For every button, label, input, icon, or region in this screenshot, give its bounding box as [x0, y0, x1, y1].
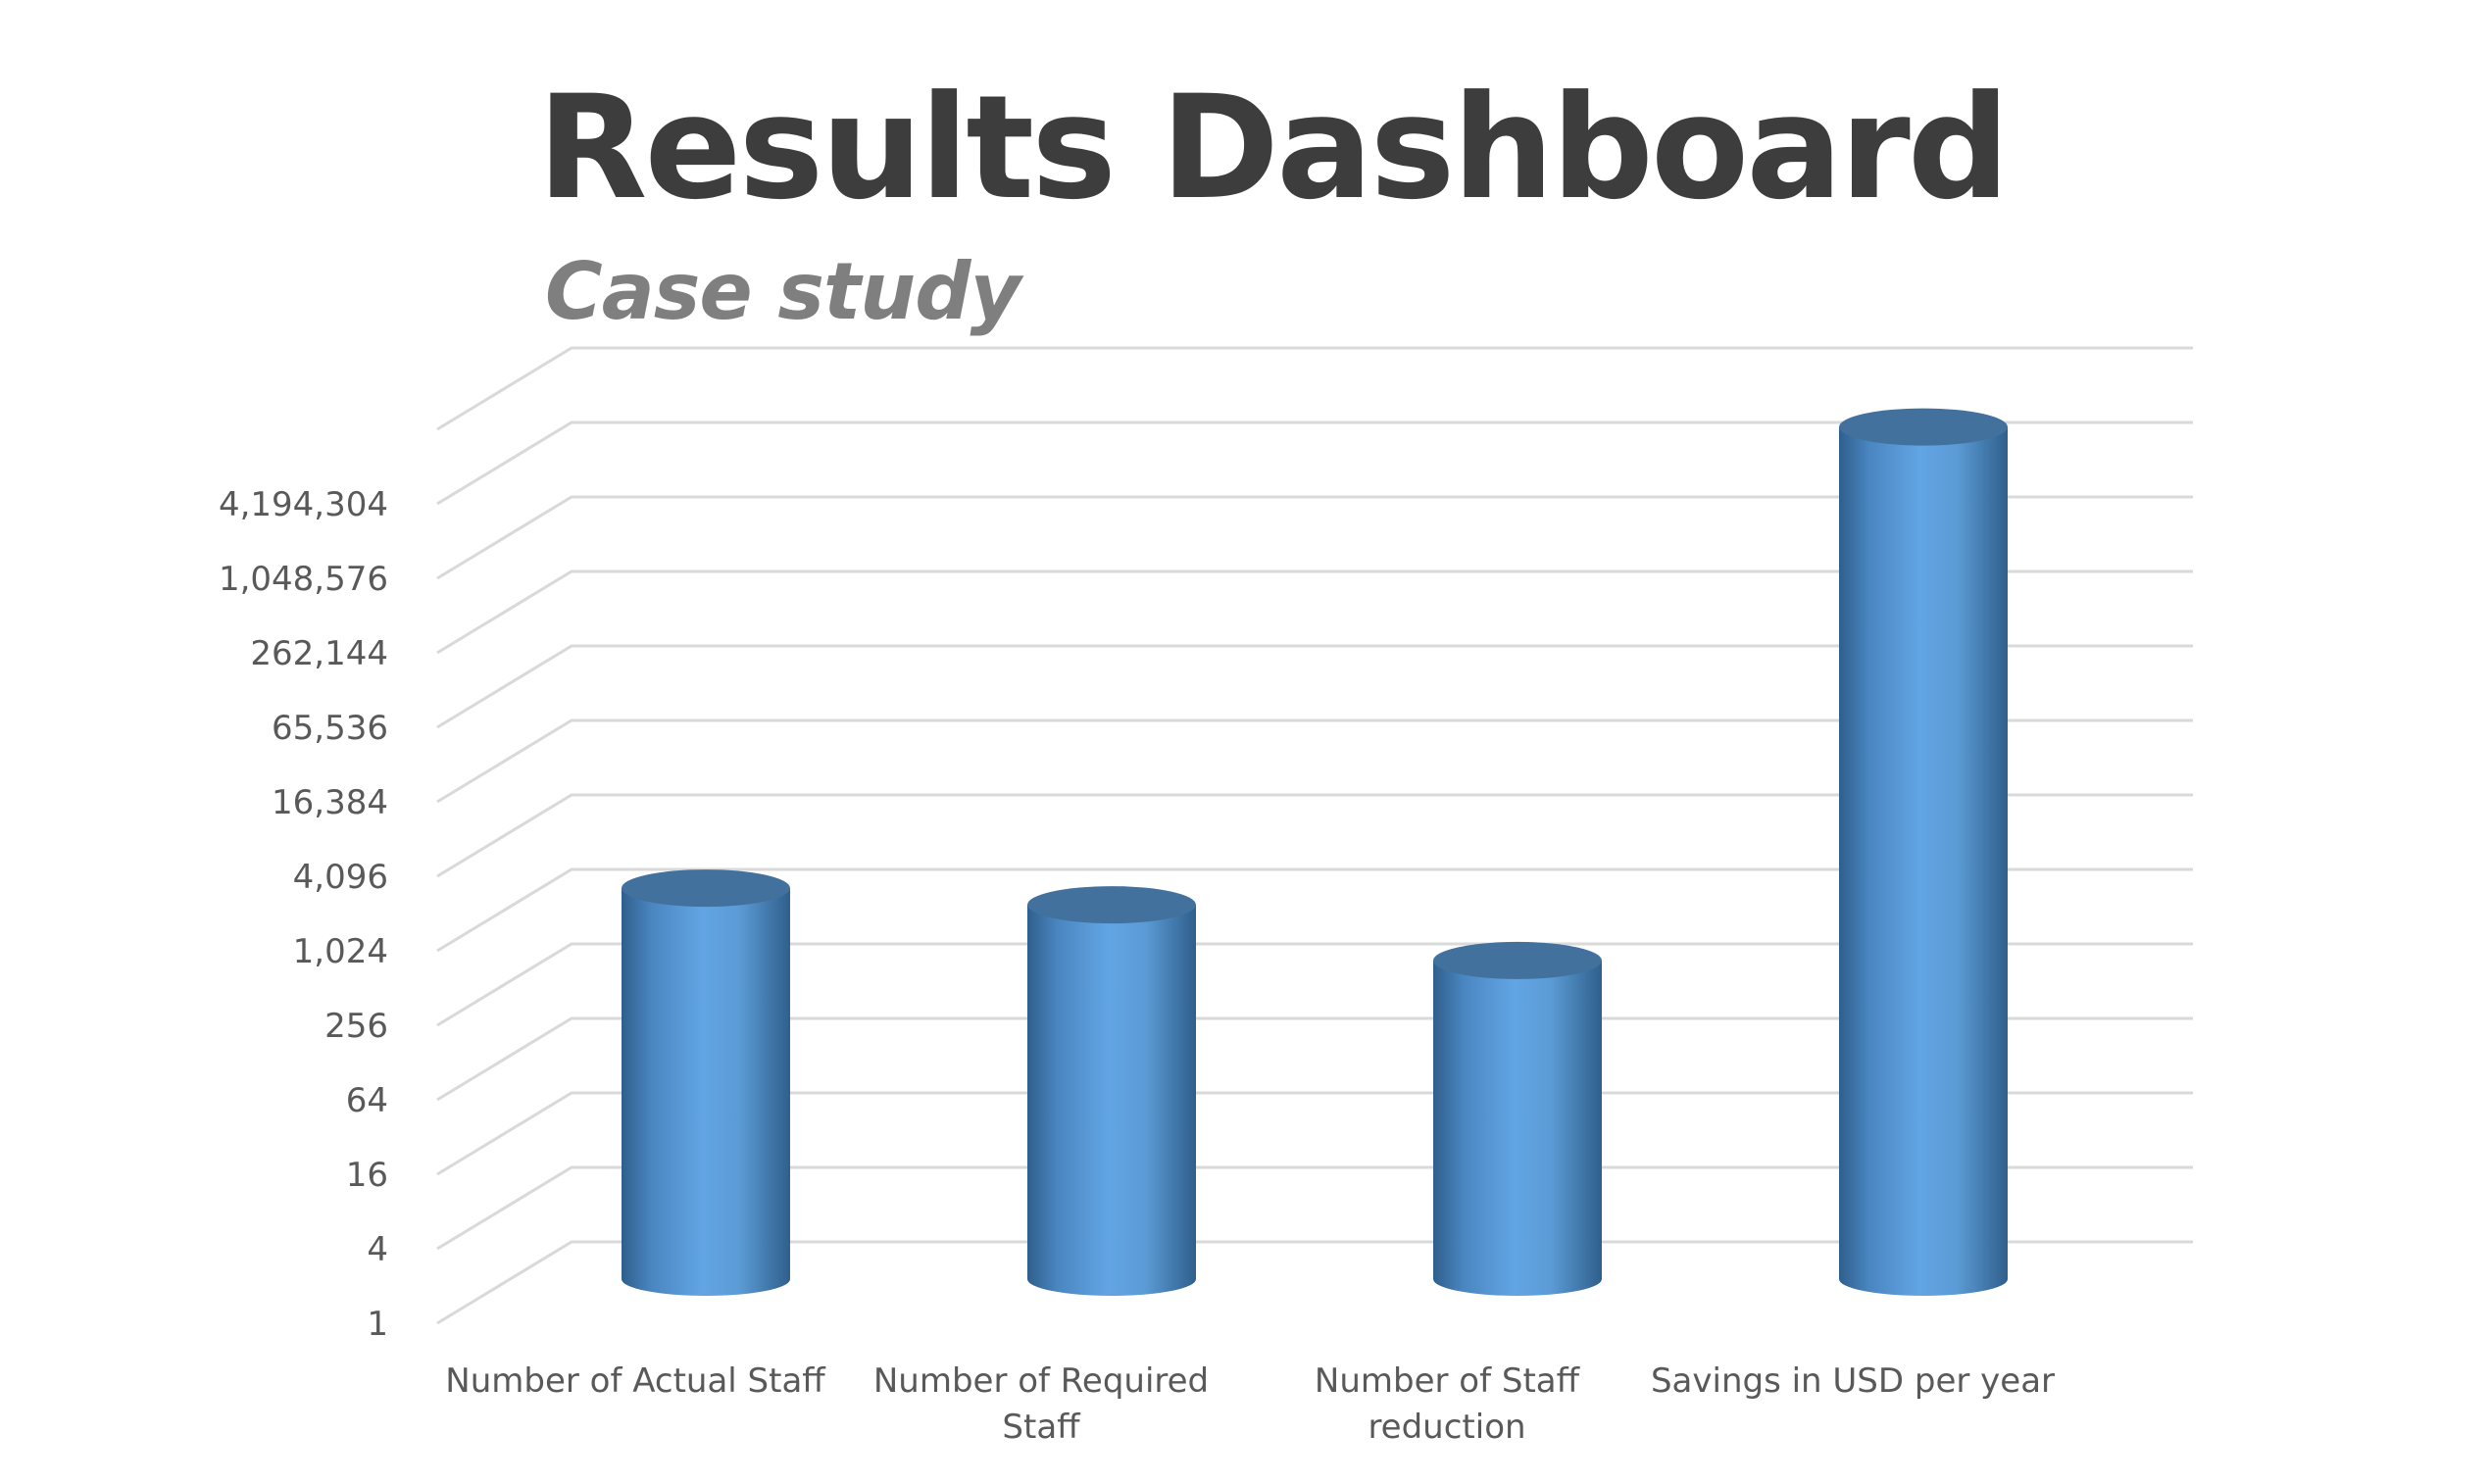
y-tick-label: 16,384 [272, 783, 388, 822]
gridline [436, 1165, 2193, 1251]
x-category-label: Savings in USD per year [1651, 1361, 2055, 1401]
y-tick-label: 256 [324, 1007, 388, 1046]
y-axis-tick-labels: 1 4 16 64 256 1,024 4,096 16,384 65,536 262,144 1,… [219, 485, 388, 1344]
gridline [436, 644, 2193, 729]
gridline [436, 793, 2193, 878]
gridline [436, 495, 2193, 580]
y-tick-label: 4 [367, 1230, 388, 1269]
bar-body [1839, 426, 2008, 1296]
x-category-label: Staff [1002, 1408, 1081, 1447]
gridline [436, 1240, 2193, 1325]
y-tick-label: 1 [367, 1305, 388, 1344]
bar [1839, 408, 2008, 1296]
gridline [436, 1016, 2193, 1102]
bar-top [1027, 886, 1196, 924]
x-category-label: Number of Required [873, 1361, 1209, 1401]
gridline [436, 420, 2193, 506]
y-tick-label: 4,194,304 [219, 485, 388, 524]
y-tick-label: 1,048,576 [219, 560, 388, 599]
y-tick-label: 262,144 [250, 634, 388, 673]
page-subtitle: Case study [545, 246, 1021, 337]
gridline [436, 569, 2193, 655]
bar-top [1433, 941, 1602, 979]
bar-body [1433, 960, 1602, 1296]
bar [1027, 886, 1196, 1296]
y-tick-label: 1,024 [293, 932, 388, 971]
bar [622, 869, 790, 1296]
x-axis-category-labels: Number of Actual Staff Number of Required… [445, 1361, 2055, 1447]
bar [1433, 941, 1602, 1296]
chart-gridlines [436, 346, 2193, 1325]
y-tick-label: 64 [346, 1081, 388, 1120]
chart-bars [622, 408, 2008, 1296]
bar-body [622, 888, 790, 1296]
bar-top [622, 869, 790, 908]
x-category-label: reduction [1368, 1408, 1525, 1447]
bar-body [1027, 905, 1196, 1296]
bar-top [1839, 408, 2008, 446]
gridline [436, 718, 2193, 804]
y-tick-label: 4,096 [293, 858, 388, 897]
x-category-label: Number of Actual Staff [445, 1361, 826, 1401]
x-category-label: Number of Staff [1315, 1361, 1581, 1401]
y-tick-label: 16 [346, 1156, 388, 1195]
page-title: Results Dashboard [537, 65, 2010, 231]
gridline [436, 346, 2193, 431]
gridline [436, 867, 2193, 953]
y-tick-label: 65,536 [272, 709, 388, 748]
gridline [436, 1091, 2193, 1176]
gridline [436, 942, 2193, 1027]
